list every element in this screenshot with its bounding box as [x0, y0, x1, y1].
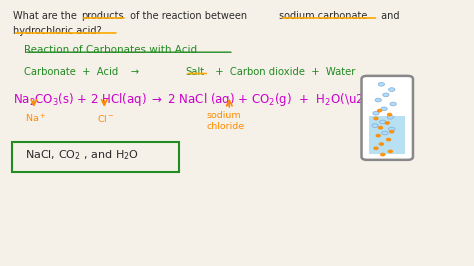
FancyBboxPatch shape: [362, 76, 413, 160]
Circle shape: [379, 143, 383, 145]
Circle shape: [387, 138, 391, 141]
Circle shape: [372, 124, 378, 127]
Text: NaCl, CO$_2$ , and H$_2$O: NaCl, CO$_2$ , and H$_2$O: [25, 148, 139, 162]
Circle shape: [385, 122, 389, 124]
Text: Na$^+$: Na$^+$: [25, 113, 46, 126]
Text: Cl$^-$: Cl$^-$: [97, 113, 115, 124]
Circle shape: [380, 120, 386, 124]
Text: and: and: [378, 11, 400, 20]
Text: $\mathregular{Na_2CO_3}$(s) + 2 HCl(aq) $\rightarrow$ 2 NaCl (aq) + $\mathregula: $\mathregular{Na_2CO_3}$(s) + 2 HCl(aq) …: [13, 91, 391, 108]
Circle shape: [373, 111, 379, 115]
Text: of the reaction between: of the reaction between: [127, 11, 250, 20]
Text: Reaction of Carbonates with Acid: Reaction of Carbonates with Acid: [24, 45, 197, 55]
FancyBboxPatch shape: [12, 142, 179, 172]
Text: Salt: Salt: [185, 67, 205, 77]
Circle shape: [387, 115, 393, 119]
Circle shape: [381, 153, 385, 156]
Circle shape: [374, 117, 378, 120]
Text: What are the: What are the: [13, 11, 80, 20]
Circle shape: [378, 82, 384, 86]
Circle shape: [389, 88, 395, 92]
Circle shape: [388, 150, 392, 153]
Circle shape: [390, 102, 396, 106]
Circle shape: [378, 127, 383, 129]
Circle shape: [374, 147, 378, 149]
Circle shape: [375, 98, 382, 102]
Text: +  Carbon dioxide  +  Water: + Carbon dioxide + Water: [209, 67, 356, 77]
Circle shape: [381, 107, 387, 111]
Text: Carbonate  +  Acid    →: Carbonate + Acid →: [24, 67, 152, 77]
Circle shape: [382, 131, 388, 135]
Circle shape: [383, 93, 389, 97]
Text: sodium
chloride: sodium chloride: [207, 111, 245, 131]
Circle shape: [387, 113, 392, 116]
Circle shape: [376, 134, 380, 137]
Circle shape: [389, 127, 395, 131]
Bar: [369, 116, 405, 153]
Circle shape: [390, 131, 394, 133]
Text: sodium carbonate: sodium carbonate: [279, 11, 368, 20]
Circle shape: [377, 109, 382, 112]
Text: products: products: [81, 11, 123, 20]
Text: hydrochloric acid?: hydrochloric acid?: [13, 26, 101, 36]
